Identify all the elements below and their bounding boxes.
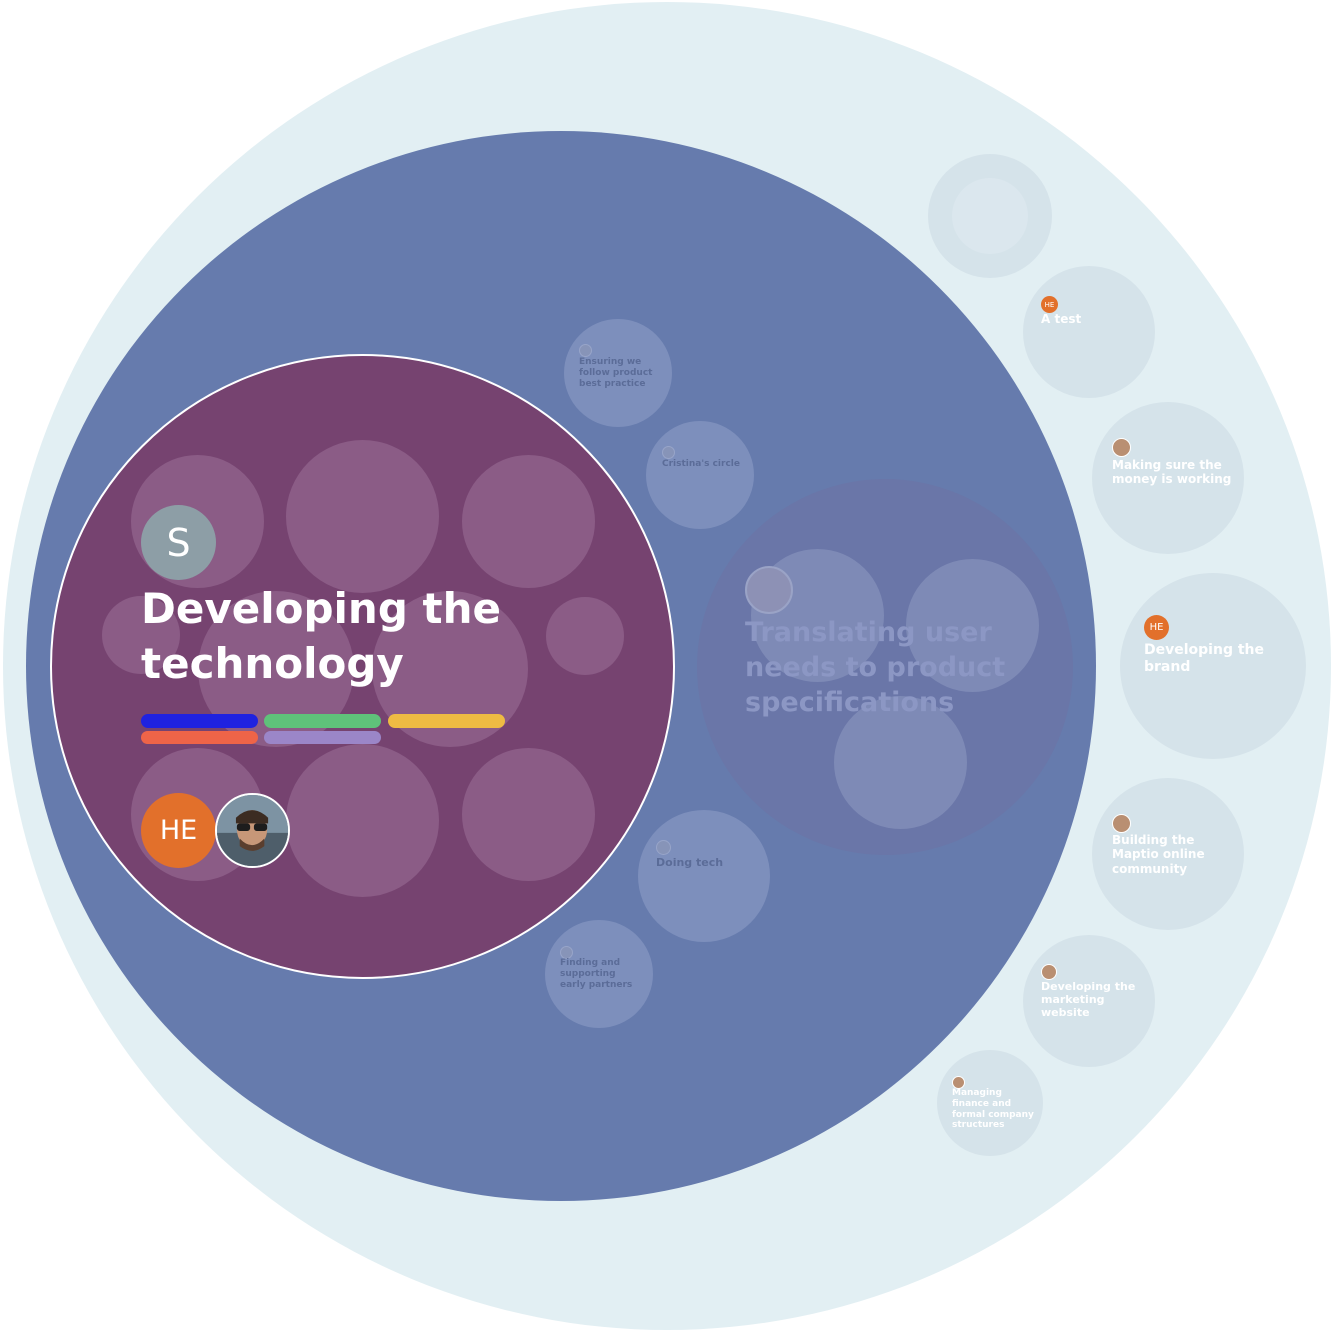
doing-tech-avatar — [656, 840, 671, 855]
tag-lavender[interactable] — [264, 731, 381, 744]
tag-yellow[interactable] — [388, 714, 505, 728]
outer-circle-community[interactable] — [1092, 778, 1244, 930]
brand-avatar: HE — [1144, 615, 1169, 640]
translating-child-3[interactable] — [834, 696, 967, 829]
outer-circle-finance[interactable] — [937, 1050, 1043, 1156]
outer-circle-empty-inner — [952, 178, 1028, 254]
tag-red[interactable] — [141, 731, 258, 744]
member-avatar-photo[interactable] — [215, 793, 290, 868]
tag-blue[interactable] — [141, 714, 258, 728]
outer-circle-brand[interactable] — [1120, 573, 1306, 759]
inner-circle-cristina[interactable] — [646, 421, 754, 529]
inner-circle-doing-tech[interactable] — [638, 810, 770, 942]
community-avatar-photo — [1112, 814, 1131, 833]
tag-green[interactable] — [264, 714, 381, 728]
tech-child-circle[interactable] — [286, 440, 439, 593]
focused-circle-title: Developing the technology — [141, 584, 501, 688]
member-photo-icon — [217, 795, 288, 866]
tech-child-circle[interactable] — [102, 596, 180, 674]
a-test-avatar: HE — [1041, 296, 1058, 313]
money-avatar-photo — [1112, 438, 1131, 457]
translating-avatar-photo — [745, 566, 793, 614]
translating-child-2[interactable] — [906, 559, 1039, 692]
translating-label: Translating user needs to product specif… — [745, 617, 1006, 719]
a-test-label: A test — [1041, 312, 1082, 326]
tech-child-circle[interactable] — [462, 455, 595, 588]
money-label: Making sure the money is working — [1112, 458, 1232, 487]
cristina-avatar — [662, 446, 675, 459]
marketing-label: Developing the marketing website — [1041, 980, 1136, 1020]
doing-tech-label: Doing tech — [656, 856, 724, 869]
finance-label: Managing finance and formal company stru… — [952, 1088, 1034, 1131]
best-practice-label: Ensuring we follow product best practice — [579, 357, 653, 389]
lead-avatar[interactable]: S — [141, 505, 216, 580]
best-practice-avatar — [579, 344, 592, 357]
tech-child-circle[interactable] — [286, 744, 439, 897]
inner-circle-partners[interactable] — [545, 920, 653, 1028]
partners-label: Finding and supporting early partners — [560, 958, 633, 990]
marketing-avatar-photo — [1041, 964, 1057, 980]
brand-label: Developing the brand — [1144, 642, 1264, 675]
outer-circle-marketing[interactable] — [1023, 935, 1155, 1067]
inner-circle-best-practice[interactable] — [564, 319, 672, 427]
tech-child-circle[interactable] — [546, 597, 624, 675]
cristina-label: Cristina's circle — [662, 459, 740, 469]
outer-circle-a-test[interactable] — [1023, 266, 1155, 398]
tech-child-circle[interactable] — [462, 748, 595, 881]
partners-avatar — [560, 946, 573, 959]
member-avatar-he[interactable]: HE — [141, 793, 216, 868]
community-label: Building the Maptio online community — [1112, 833, 1205, 876]
outer-circle-money[interactable] — [1092, 402, 1244, 554]
finance-avatar-photo — [952, 1076, 965, 1089]
